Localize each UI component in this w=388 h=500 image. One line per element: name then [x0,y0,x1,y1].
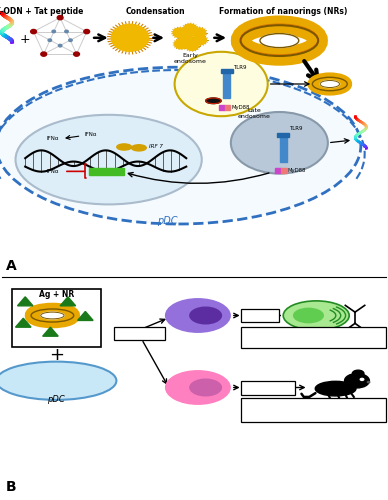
Ellipse shape [175,52,268,116]
Circle shape [65,30,68,32]
FancyBboxPatch shape [241,381,295,395]
Circle shape [185,41,199,50]
Circle shape [173,28,186,38]
Circle shape [57,16,63,20]
Text: IRF 7: IRF 7 [149,144,163,150]
Circle shape [175,39,188,48]
Text: Early
endosome: Early endosome [174,54,206,64]
Text: Th1: Th1 [253,311,267,320]
Bar [225,106,230,110]
Text: pDC: pDC [47,396,65,404]
Ellipse shape [165,370,231,405]
Text: Formation of nanorings (NRs): Formation of nanorings (NRs) [219,7,347,16]
Ellipse shape [260,34,299,48]
Text: TLR9: TLR9 [289,126,303,132]
Text: A: A [6,259,17,273]
Polygon shape [60,297,76,306]
Text: IFNα: IFNα [46,169,59,174]
FancyBboxPatch shape [241,308,279,322]
Bar [223,70,230,98]
Text: Late
endosome: Late endosome [238,108,270,119]
Ellipse shape [165,298,231,333]
Bar [280,134,287,162]
FancyBboxPatch shape [114,327,165,340]
Text: CD4: CD4 [191,311,208,320]
Ellipse shape [231,112,328,174]
Text: +: + [49,346,64,364]
Polygon shape [17,297,33,306]
Circle shape [48,39,52,42]
Text: MyD88: MyD88 [288,168,306,173]
Polygon shape [78,312,93,320]
Text: IFNα: IFNα [46,136,59,141]
Ellipse shape [283,301,349,330]
Circle shape [352,370,364,377]
Text: Delayed tumor progression;
Increased Ag-specific IFNγ
production: Delayed tumor progression; Increased Ag-… [273,402,355,418]
Text: Ag + NR: Ag + NR [39,290,74,298]
Circle shape [192,28,206,38]
Polygon shape [16,318,31,327]
Text: B: B [6,480,16,494]
Text: +: + [20,32,31,46]
Circle shape [59,44,62,47]
Text: Condensation: Condensation [125,7,185,16]
Circle shape [74,52,80,56]
Text: pDC: pDC [157,216,177,226]
Circle shape [84,30,90,34]
Ellipse shape [189,378,222,396]
Ellipse shape [206,98,221,103]
FancyBboxPatch shape [241,327,386,348]
Ellipse shape [189,306,222,324]
Ellipse shape [320,80,340,87]
Text: IFNα: IFNα [85,132,97,137]
Text: TLR9: TLR9 [233,64,246,70]
Bar [277,133,289,137]
Bar [221,68,233,73]
Circle shape [367,382,370,383]
Circle shape [193,36,206,45]
Ellipse shape [315,382,356,396]
Ellipse shape [16,115,202,204]
Circle shape [41,52,47,56]
Bar [275,168,281,173]
Ellipse shape [293,308,324,324]
Circle shape [184,24,197,34]
Polygon shape [43,327,58,336]
Text: NF-κB: NF-κB [99,169,115,174]
Text: CD8: CD8 [191,383,208,392]
Ellipse shape [0,67,361,224]
Bar [219,106,225,110]
Circle shape [180,32,193,42]
Bar [12,288,101,347]
Ellipse shape [117,144,132,150]
Text: K-ODN + Tat peptide: K-ODN + Tat peptide [0,7,83,16]
Text: Long-term enhanced antibody
production; elevated IgG2a titers: Long-term enhanced antibody production; … [265,332,363,343]
Ellipse shape [0,362,116,400]
Text: IFNα: IFNα [130,329,149,338]
Circle shape [31,30,36,34]
Circle shape [360,378,364,380]
FancyBboxPatch shape [241,398,386,422]
Ellipse shape [132,145,146,151]
Text: expansion: expansion [250,385,286,391]
Circle shape [345,374,369,388]
Circle shape [111,24,149,51]
Bar [281,168,287,173]
Bar [89,168,124,175]
Circle shape [52,30,55,32]
Text: MyD88: MyD88 [232,106,250,110]
Ellipse shape [41,312,64,319]
Circle shape [69,39,72,42]
